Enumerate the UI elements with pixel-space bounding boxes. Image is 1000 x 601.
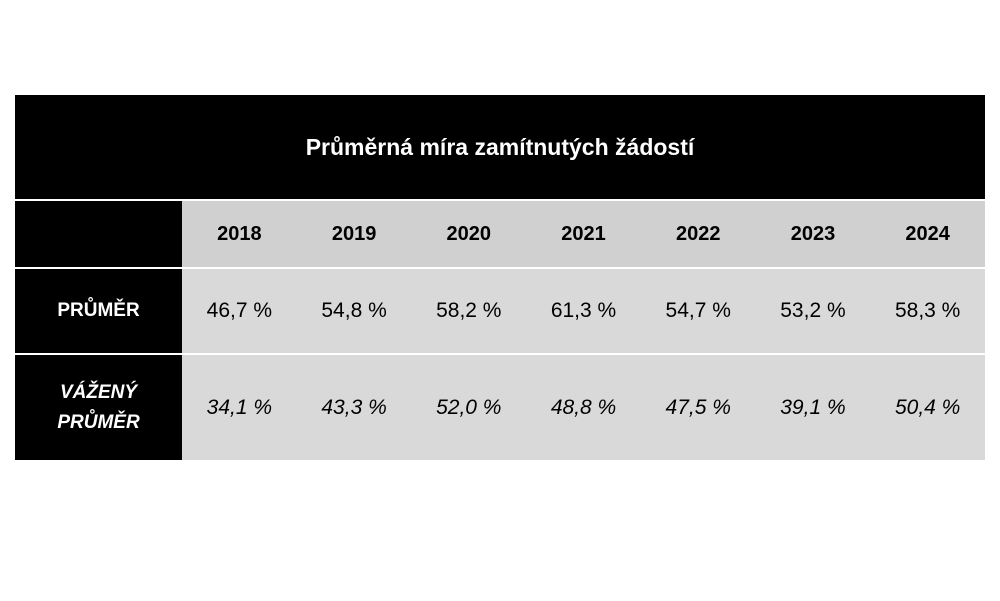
- year-header: 2019: [331, 222, 377, 245]
- data-table: Průměrná míra zamítnutých žádostí 2018 2…: [15, 95, 985, 460]
- year-header: 2023: [790, 222, 836, 245]
- average-value: 53,2 %: [780, 299, 846, 322]
- average-value: 61,3 %: [550, 299, 617, 322]
- table-row-weighted-average: VÁŽENÝ PRŮMĚR 34,1 % 43,3 % 52,0 % 48,8 …: [15, 355, 985, 460]
- row-label-average: PRŮMĚR: [15, 269, 182, 353]
- average-value: 54,8 %: [321, 299, 387, 322]
- row-label-weighted-average: VÁŽENÝ PRŮMĚR: [15, 355, 182, 460]
- weighted-average-value: 50,4 %: [894, 395, 961, 419]
- weighted-average-value: 48,8 %: [550, 395, 617, 419]
- weighted-average-value: 39,1 %: [780, 395, 846, 419]
- average-value: 58,3 %: [894, 299, 961, 322]
- weighted-average-value: 43,3 %: [321, 395, 387, 419]
- average-value: 58,2 %: [436, 299, 502, 322]
- header-row: 2018 2019 2020 2021 2022 2023 2024: [15, 201, 985, 267]
- year-header: 2024: [905, 222, 950, 245]
- table-title: Průměrná míra zamítnutých žádostí: [15, 95, 985, 199]
- weighted-average-value: 47,5 %: [665, 395, 731, 419]
- average-value: 46,7 %: [206, 299, 273, 322]
- average-value-cells: 46,7 % 54,8 % 58,2 % 61,3 % 54,7 % 53,2 …: [182, 269, 985, 353]
- year-header: 2022: [675, 222, 721, 245]
- table-row-average: PRŮMĚR 46,7 % 54,8 % 58,2 % 61,3 % 54,7 …: [15, 269, 985, 353]
- header-corner-cell: [15, 201, 182, 267]
- average-value: 54,7 %: [665, 299, 731, 322]
- year-header: 2018: [217, 222, 262, 245]
- weighted-value-cells: 34,1 % 43,3 % 52,0 % 48,8 % 47,5 % 39,1 …: [182, 355, 985, 460]
- year-header: 2020: [446, 222, 492, 245]
- year-header: 2021: [561, 222, 606, 245]
- weighted-average-value: 52,0 %: [436, 395, 502, 419]
- weighted-average-value: 34,1 %: [206, 395, 273, 419]
- year-header-cells: 2018 2019 2020 2021 2022 2023 2024: [182, 201, 985, 267]
